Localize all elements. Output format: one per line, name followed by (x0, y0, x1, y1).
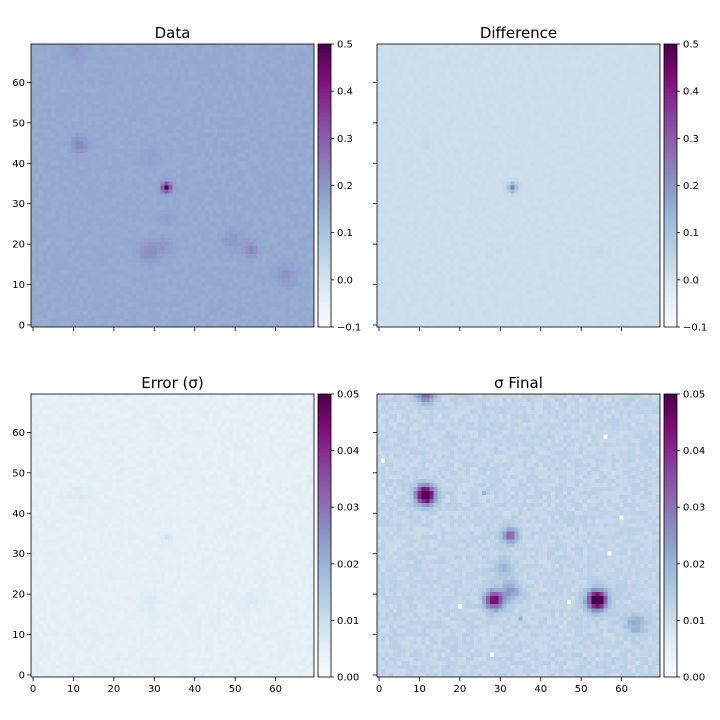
colorbar-tick-label: 0.2 (683, 181, 699, 192)
colorbar-tick-label: −0.1 (337, 323, 361, 334)
colorbar-tick-label: 0.01 (683, 616, 705, 627)
y-tick-label: 40 (12, 159, 25, 170)
y-tick-label: 30 (12, 199, 25, 210)
panel-4: σ Final 0 10 20 30 40 50 60 0.00 0.01 0.02 0.03 0.04… (373, 374, 705, 695)
colorbar-tick-label: 0.2 (337, 181, 353, 192)
colorbar-tick-label: 0.04 (683, 446, 705, 457)
colorbar-tick-label: 0.0 (337, 275, 353, 286)
colorbar-tick-label: 0.5 (337, 40, 353, 51)
axes-frame (376, 393, 661, 678)
colorbar-tick-label: 0.1 (683, 228, 699, 239)
colorbar-tick-label: 0.03 (683, 503, 705, 514)
panel-title: Difference (480, 24, 557, 42)
colorbar-tick-label: 0.4 (337, 87, 353, 98)
colorbar-tick-label: 0.00 (337, 673, 359, 684)
x-tick-label: 40 (534, 684, 547, 695)
colorbar-frame (317, 393, 332, 678)
colorbar-tick-label: 0.02 (683, 559, 705, 570)
y-tick-label: 50 (12, 468, 25, 479)
colorbar-tick-label: 0.05 (683, 390, 705, 401)
x-tick-label: 0 (30, 684, 36, 695)
colorbar-gradient (664, 394, 677, 677)
panel-2: Difference −0.1 0.0 0.1 0.2 0.3 0.4 0.5 (373, 24, 707, 334)
colorbar-tick-label: 0.0 (683, 275, 699, 286)
colorbar-gradient (318, 44, 331, 327)
colorbar-gradient (318, 394, 331, 677)
x-tick-label: 0 (376, 684, 382, 695)
axes-frame (30, 43, 315, 328)
panel-title: Data (155, 24, 191, 42)
colorbar-tick-label: 0.00 (683, 673, 705, 684)
heatmap-image (31, 44, 314, 327)
x-tick-label: 40 (188, 684, 201, 695)
colorbar-gradient (664, 44, 677, 327)
colorbar-frame (663, 393, 678, 678)
y-tick-label: 20 (12, 590, 25, 601)
y-tick-label: 10 (12, 630, 25, 641)
axes-frame (376, 43, 661, 328)
axes-frame (30, 393, 315, 678)
x-tick-label: 60 (269, 684, 282, 695)
x-tick-label: 50 (229, 684, 242, 695)
colorbar-tick-label: 0.05 (337, 390, 359, 401)
y-tick-label: 60 (12, 428, 25, 439)
y-tick-label: 40 (12, 509, 25, 520)
panel-3: Error (σ) 0 10 20 30 40 50 60 0 10 20 30 40 50 60 0.00 0… (12, 374, 359, 695)
y-tick-label: 60 (12, 78, 25, 89)
x-tick-label: 30 (494, 684, 507, 695)
y-tick-label: 30 (12, 549, 25, 560)
x-tick-label: 30 (148, 684, 161, 695)
panel-title: σ Final (494, 374, 543, 392)
colorbar-tick-label: 0.04 (337, 446, 359, 457)
heatmap-image (377, 44, 660, 327)
colorbar-tick-label: 0.03 (337, 503, 359, 514)
y-tick-label: 20 (12, 240, 25, 251)
panel-title: Error (σ) (141, 374, 204, 392)
heatmap-image (377, 394, 660, 677)
colorbar-tick-label: 0.4 (683, 87, 699, 98)
colorbar-tick-label: 0.3 (337, 134, 353, 145)
x-tick-label: 10 (67, 684, 80, 695)
y-tick-label: 0 (19, 670, 25, 681)
y-tick-label: 50 (12, 118, 25, 129)
colorbar-tick-label: −0.1 (683, 323, 707, 334)
colorbar-tick-label: 0.5 (683, 40, 699, 51)
heatmap-image (31, 394, 314, 677)
panel-1: Data 0 10 20 30 40 50 60 −0.1 0.0 0.1 0.2 0.3 0.4 0.5 (12, 24, 361, 334)
colorbar-tick-label: 0.02 (337, 559, 359, 570)
x-tick-label: 20 (454, 684, 467, 695)
y-tick-label: 10 (12, 280, 25, 291)
x-tick-label: 20 (108, 684, 121, 695)
y-tick-label: 0 (19, 320, 25, 331)
x-tick-label: 60 (615, 684, 628, 695)
colorbar-tick-label: 0.3 (683, 134, 699, 145)
x-tick-label: 10 (413, 684, 426, 695)
colorbar-tick-label: 0.01 (337, 616, 359, 627)
colorbar-tick-label: 0.1 (337, 228, 353, 239)
x-tick-label: 50 (575, 684, 588, 695)
